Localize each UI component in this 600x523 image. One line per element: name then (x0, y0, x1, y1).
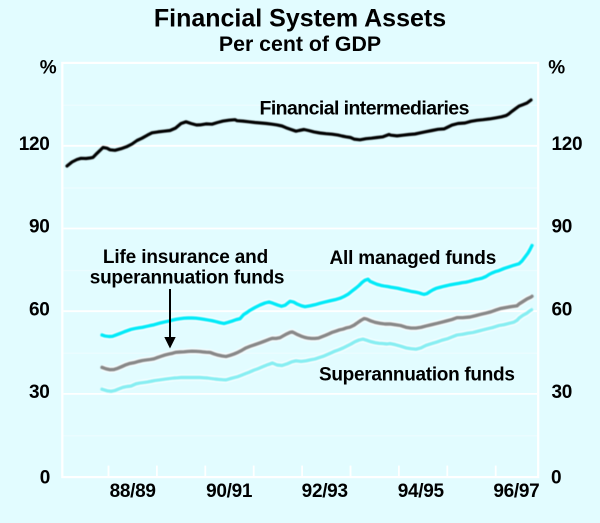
svg-text:Per cent of GDP: Per cent of GDP (219, 32, 381, 56)
svg-text:88/89: 88/89 (110, 481, 156, 502)
svg-text:All managed funds: All managed funds (330, 248, 497, 269)
svg-text:%: % (548, 58, 565, 79)
svg-text:0: 0 (551, 468, 561, 489)
svg-text:90: 90 (552, 217, 573, 238)
svg-text:30: 30 (29, 382, 50, 403)
svg-text:90: 90 (29, 217, 50, 238)
svg-text:96/97: 96/97 (493, 481, 539, 502)
svg-text:Financial System Assets: Financial System Assets (154, 5, 446, 33)
svg-text:92/93: 92/93 (302, 481, 348, 502)
svg-text:Financial intermediaries: Financial intermediaries (260, 98, 470, 120)
svg-text:60: 60 (29, 299, 50, 320)
svg-text:Life insurance and: Life insurance and (103, 247, 268, 268)
svg-text:30: 30 (552, 382, 573, 403)
svg-text:Superannuation funds: Superannuation funds (319, 365, 515, 386)
svg-text:0: 0 (40, 468, 50, 489)
svg-text:superannuation funds: superannuation funds (90, 268, 285, 289)
svg-text:94/95: 94/95 (398, 481, 445, 502)
svg-text:120: 120 (552, 134, 583, 155)
svg-text:%: % (40, 58, 57, 79)
svg-text:120: 120 (19, 134, 50, 155)
svg-text:90/91: 90/91 (206, 481, 253, 502)
svg-text:60: 60 (552, 299, 573, 320)
